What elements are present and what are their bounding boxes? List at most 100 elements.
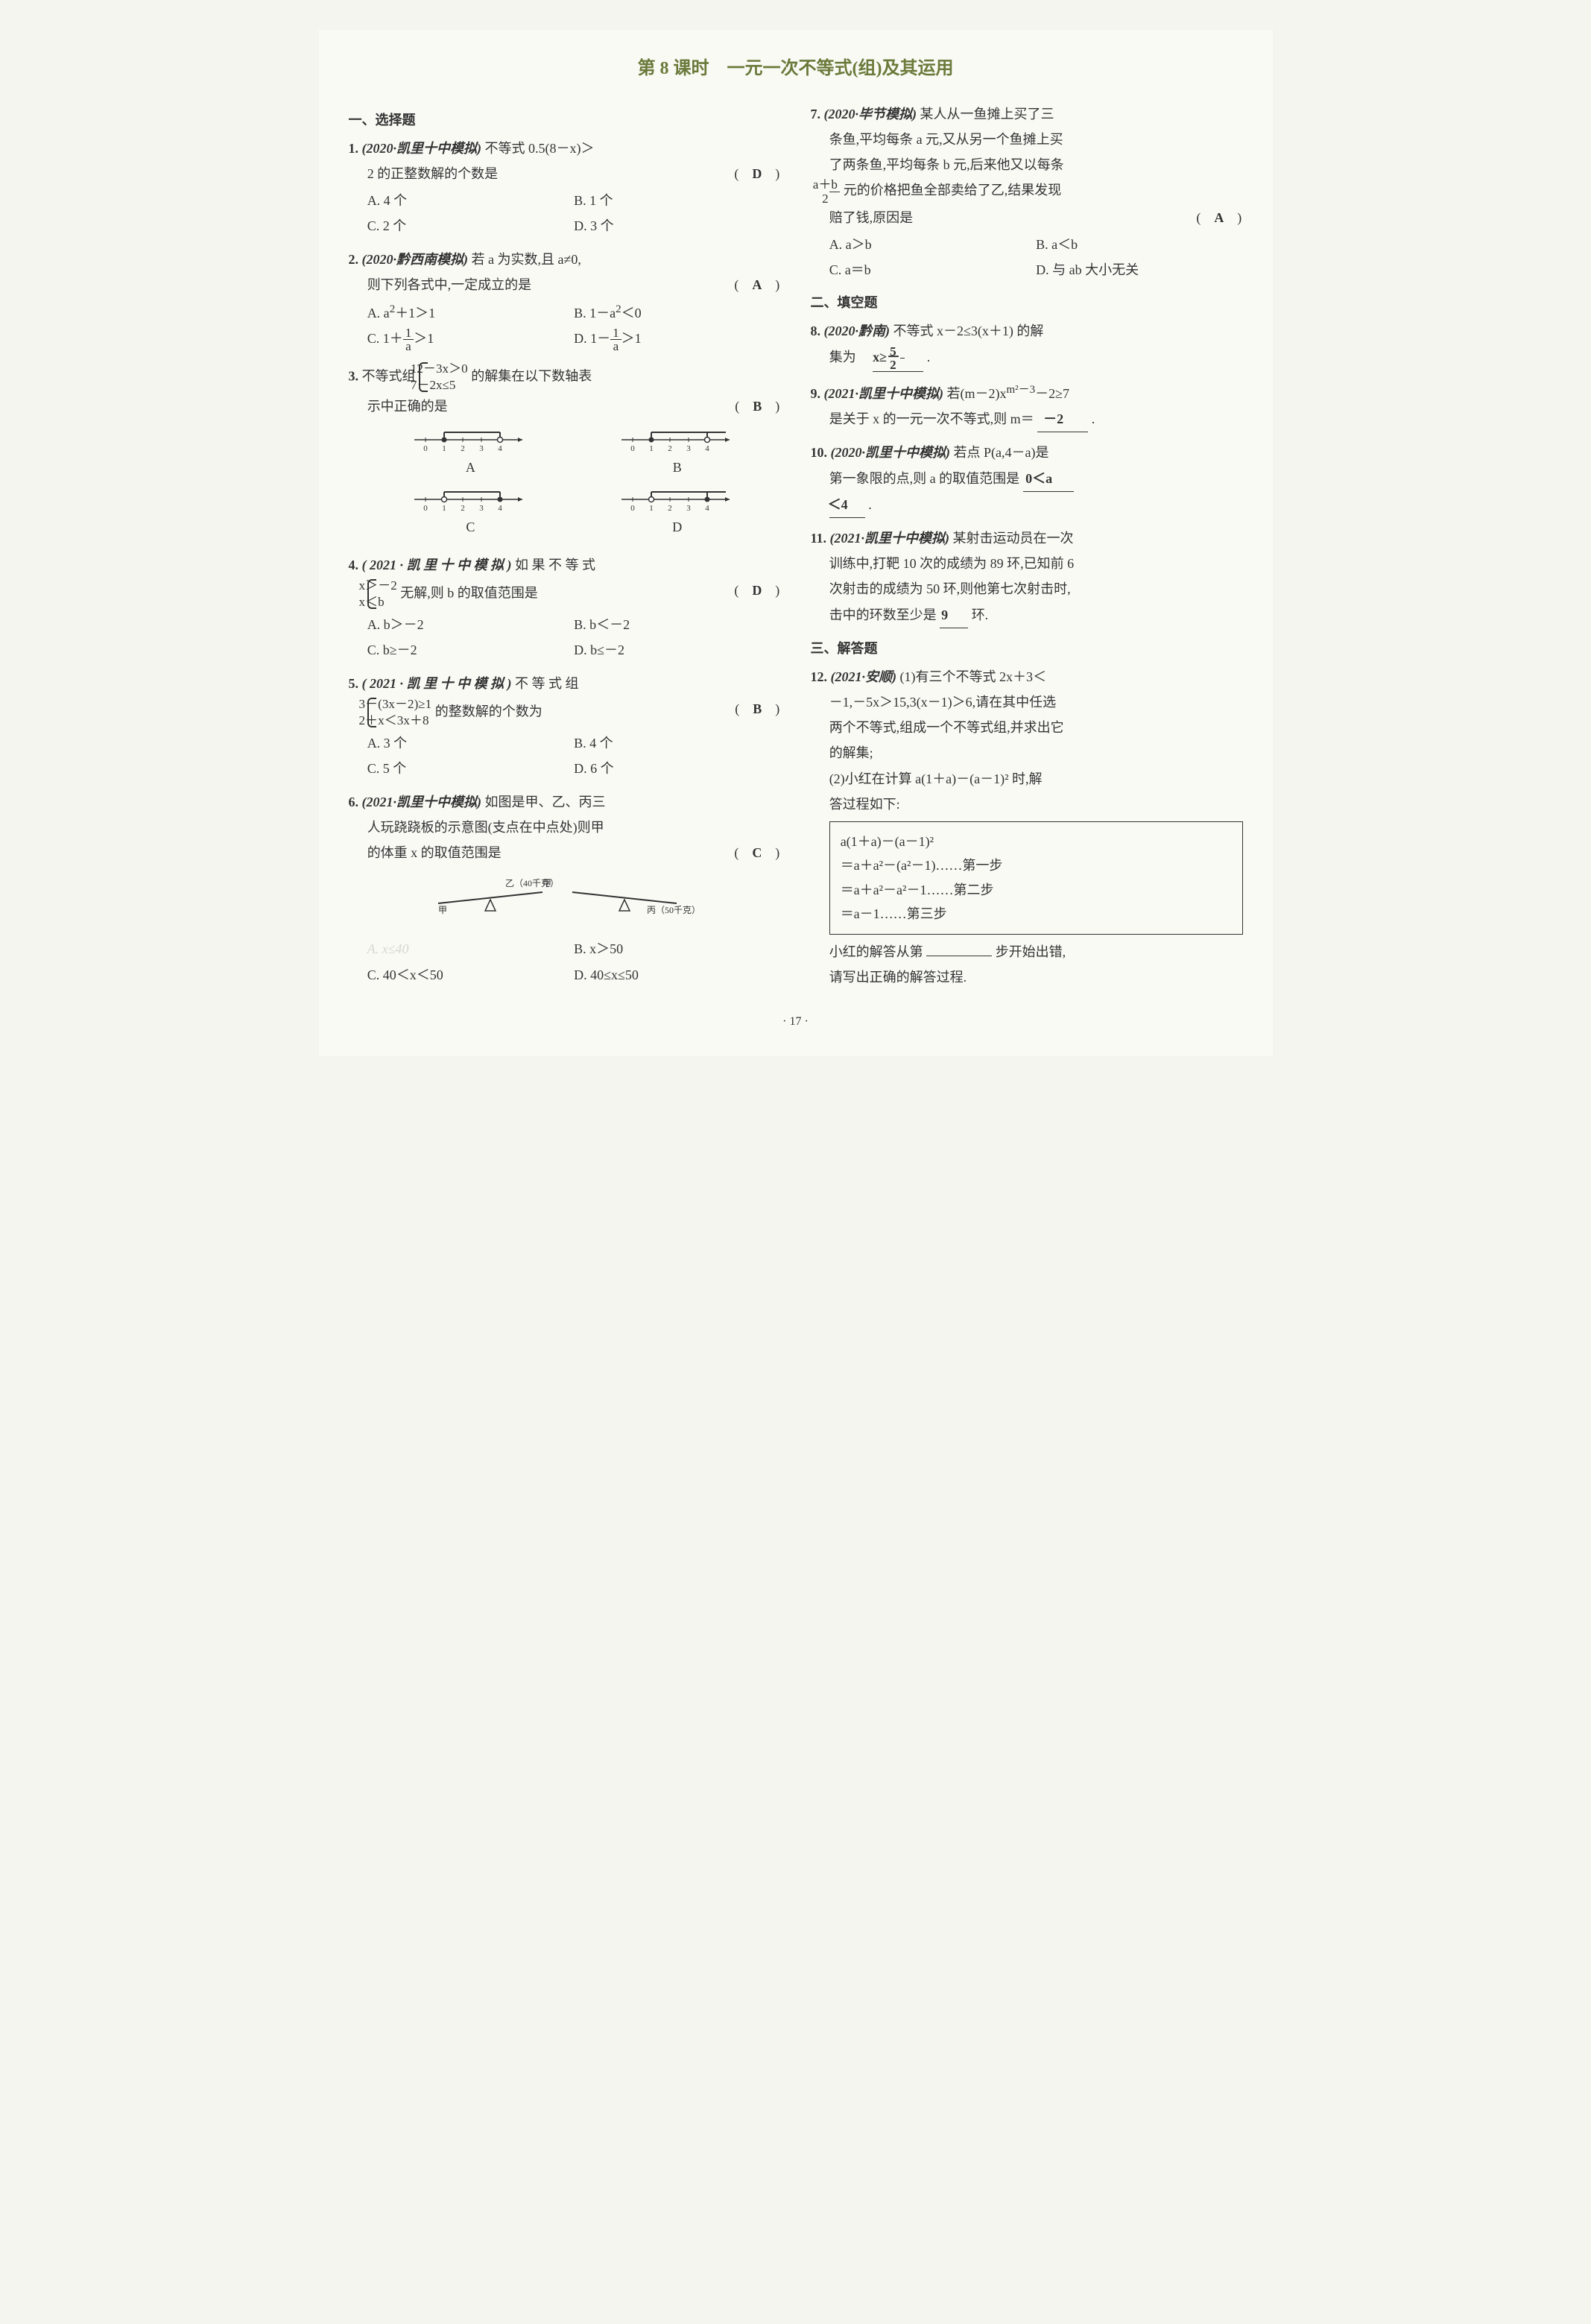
content-columns: 一、选择题 1. (2020·凯里十中模拟) 不等式 0.5(8－x)＞ 2 的… (349, 101, 1243, 997)
q4-opt-b: B. b＜－2 (574, 612, 780, 637)
q6-label-jia-left: 甲 (438, 905, 447, 915)
q2-answer: A (752, 277, 762, 292)
q6-answer-paren: ( C ) (753, 840, 781, 865)
q4-system: x＞－2 x＜b (367, 578, 397, 610)
q11-stem-d: 击中的环数至少是 (829, 607, 937, 622)
q9-stem-d: . (1092, 411, 1095, 426)
q3-stem-c: 示中正确的是 (367, 399, 448, 414)
q12-p1a: (1)有三个不等式 2x＋3＜ (900, 669, 1047, 684)
q3-numline-b: 0 1 2 3 4 B (582, 425, 772, 480)
q5-stem-a: 不 等 式 组 (515, 676, 579, 691)
q12-p1d: 的解集; (829, 745, 873, 760)
q12-p1c: 两个不等式,组成一个不等式组,并求出它 (829, 720, 1064, 735)
question-9: 9. (2021·凯里十中模拟) 若(m－2)xm²－3－2≥7 是关于 x 的… (811, 379, 1243, 432)
q9-stem-b: －2≥7 (1035, 386, 1069, 401)
q1-source: (2020·凯里十中模拟) (362, 141, 482, 156)
q5-system: 3－(3x－2)≥1 2＋x＜3x＋8 (367, 696, 432, 729)
q12-f1a: 小红的解答从第 (829, 944, 923, 959)
q11-source: (2021·凯里十中模拟) (830, 531, 950, 546)
q6-opt-b: B. x＞50 (574, 936, 780, 962)
q12-num: 12. (811, 669, 828, 684)
q1-opt-a: A. 4 个 (367, 188, 574, 213)
q2-opt-d: D. 1－1a＞1 (574, 326, 780, 353)
q3-stem-b: 的解集在以下数轴表 (471, 368, 592, 383)
q3-num: 3. (349, 368, 359, 383)
q10-num: 10. (811, 445, 828, 460)
q7-opt-c: C. a＝b (829, 257, 1036, 282)
q12-source: (2021·安顺) (831, 669, 897, 684)
q2-stem-a: 若 a 为实数,且 a≠0, (472, 252, 581, 267)
q2-opt-a: A. a2＋1＞1 (367, 299, 574, 326)
section-fill-header: 二、填空题 (811, 290, 1243, 315)
q1-opt-c: C. 2 个 (367, 213, 574, 239)
q10-blank1: 0＜a (1023, 466, 1074, 492)
q7-opt-d: D. 与 ab 大小无关 (1036, 257, 1242, 282)
q3-answer: B (753, 399, 762, 414)
question-10: 10. (2020·凯里十中模拟) 若点 P(a,4－a)是 第一象限的点,则 … (811, 440, 1243, 518)
q10-stem-b: 第一象限的点,则 a 的取值范围是 (829, 471, 1020, 486)
section-answer-header: 三、解答题 (811, 636, 1243, 661)
svg-text:0: 0 (424, 504, 428, 513)
q6-opt-a: A. x≤40 (367, 936, 574, 962)
q12-box-l4: ＝a－1……第三步 (841, 902, 1232, 926)
svg-text:3: 3 (480, 444, 484, 453)
svg-text:4: 4 (705, 504, 709, 513)
q1-num: 1. (349, 141, 359, 156)
q3-numline-c: 0 1 2 3 4 C (376, 484, 566, 540)
q7-source: (2020·毕节模拟) (824, 107, 917, 121)
question-8: 8. (2020·黔南) 不等式 x－2≤3(x＋1) 的解 集为 x≥－52 … (811, 318, 1243, 372)
q2-num: 2. (349, 252, 359, 267)
q1-answer-paren: ( D ) (753, 161, 781, 186)
q3-numline-d: 0 1 2 3 4 D (582, 484, 772, 540)
q11-stem-c: 次射击的成绩为 50 环,则他第七次射击时, (829, 581, 1071, 596)
q6-answer: C (752, 845, 762, 860)
q4-opt-c: C. b≥－2 (367, 637, 574, 663)
q2-opt-b: B. 1－a2＜0 (574, 299, 780, 326)
q3-answer-paren: ( B ) (753, 394, 780, 419)
q6-stem-b: 人玩跷跷板的示意图(支点在中点处)则甲 (367, 820, 604, 835)
q7-stem-b: 条鱼,平均每条 a 元,又从另一个鱼摊上买 (829, 132, 1063, 147)
q9-stem-c: 是关于 x 的一元一次不等式,则 m＝ (829, 411, 1034, 426)
q11-stem-b: 训练中,打靶 10 次的成绩为 89 环,已知前 6 (829, 556, 1075, 571)
q10-stem-a: 若点 P(a,4－a)是 (954, 445, 1049, 460)
q4-answer: D (752, 583, 762, 598)
q12-f1b: 步开始出错, (996, 944, 1066, 959)
svg-text:丙（50千克）: 丙（50千克） (647, 905, 700, 915)
q6-opt-c: C. 40＜x＜50 (367, 962, 574, 988)
q8-stem-b-post: . (927, 350, 931, 364)
q10-blank2: ＜4 (829, 492, 865, 518)
q8-num: 8. (811, 323, 821, 338)
q2-answer-paren: ( A ) (753, 272, 781, 297)
q5-answer-paren: ( B ) (753, 696, 780, 721)
q8-stem-b-pre: 集为 (829, 350, 870, 364)
q9-num: 9. (811, 386, 821, 401)
q7-stem-d: 元的价格把鱼全部卖给了乙,结果发现 (844, 183, 1062, 198)
q5-opt-b: B. 4 个 (574, 730, 780, 756)
q9-source: (2021·凯里十中模拟) (824, 386, 944, 401)
q5-opt-d: D. 6 个 (574, 756, 780, 781)
svg-text:3: 3 (480, 504, 484, 513)
q12-box-l2: ＝a＋a²－(a²－1)……第一步 (841, 853, 1232, 877)
q3-stem-a: 不等式组 (362, 368, 416, 383)
q1-opt-b: B. 1 个 (574, 188, 780, 213)
q7-answer: A (1214, 210, 1224, 225)
q10-stem-c: . (868, 497, 872, 512)
question-3: 3. 不等式组 12－3x＞0 7－2x≤5 的解集在以下数轴表 示中正确的是 … (349, 361, 781, 545)
svg-text:0: 0 (630, 444, 635, 453)
q2-source: (2020·黔西南模拟) (362, 252, 469, 267)
q5-source: ( 2021 · 凯 里 十 中 模 拟 ) (362, 676, 512, 691)
page-number: · 17 · (349, 1011, 1243, 1033)
q6-num: 6. (349, 795, 359, 809)
q1-opt-d: D. 3 个 (574, 213, 780, 239)
q7-opt-a: A. a＞b (829, 232, 1036, 257)
q12-f2: 请写出正确的解答过程. (829, 970, 967, 985)
question-5: 5. ( 2021 · 凯 里 十 中 模 拟 ) 不 等 式 组 3－(3x－… (349, 671, 781, 782)
svg-text:4: 4 (499, 444, 503, 453)
q9-exp: m²－3 (1007, 384, 1036, 396)
q7-opt-b: B. a＜b (1036, 232, 1242, 257)
question-6: 6. (2021·凯里十中模拟) 如图是甲、乙、丙三 人玩跷跷板的示意图(支点在… (349, 789, 781, 988)
question-7: 7. (2020·毕节模拟) 某人从一鱼摊上买了三 条鱼,平均每条 a 元,又从… (811, 101, 1243, 283)
q4-stem-a: 如 果 不 等 式 (515, 558, 595, 572)
q2-stem-b: 则下列各式中,一定成立的是 (367, 277, 532, 292)
q4-opt-a: A. b＞－2 (367, 612, 574, 637)
